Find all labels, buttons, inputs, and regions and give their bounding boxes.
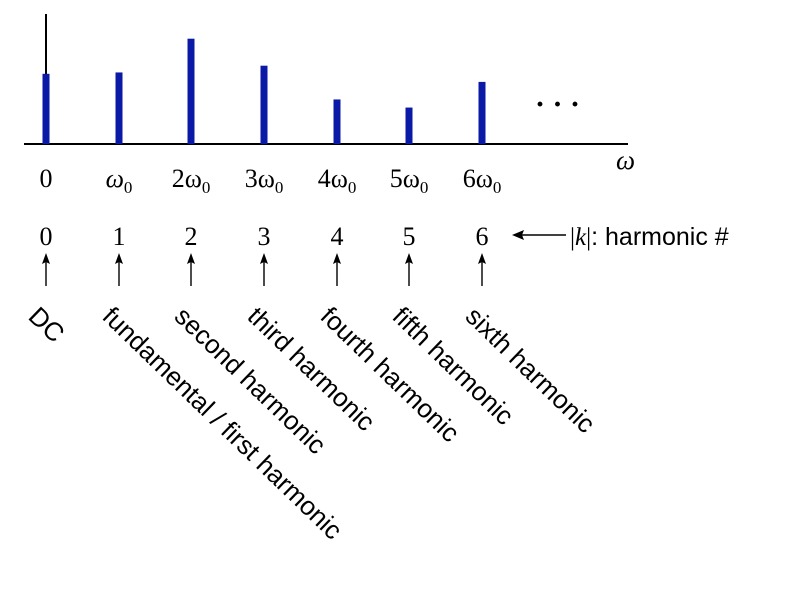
continuation-dots: · · · xyxy=(535,88,580,121)
harmonic-numbers: 0 1 2 3 4 5 6 xyxy=(40,222,489,251)
spectrum-bar xyxy=(115,72,123,144)
up-arrow-head xyxy=(333,253,341,264)
harmonic-number: 4 xyxy=(331,222,344,251)
harmonic-name-third: third harmonic xyxy=(242,301,381,437)
up-arrow-head xyxy=(115,253,123,264)
harmonic-number: 2 xyxy=(185,222,198,251)
freq-tick-label: 2ω0 xyxy=(172,164,211,197)
harmonic-name-sixth: sixth harmonic xyxy=(460,301,601,439)
harmonic-names: DC fundamental / first harmonic second h… xyxy=(23,301,601,545)
spectrum-bar xyxy=(405,107,413,144)
harmonic-number: 1 xyxy=(113,222,126,251)
harmonic-index-label: |k|: harmonic # xyxy=(570,223,729,251)
up-arrow-head xyxy=(478,253,486,264)
up-arrow-head xyxy=(405,253,413,264)
freq-tick-label: 4ω0 xyxy=(318,164,357,197)
up-arrows xyxy=(42,253,486,286)
harmonic-name-dc: DC xyxy=(23,301,71,349)
spectrum-bars xyxy=(42,38,486,145)
spectrum-bar xyxy=(260,65,268,144)
frequency-tick-labels: 0 ω0 2ω0 3ω0 4ω0 5ω0 6ω0 xyxy=(40,164,502,197)
harmonic-number: 5 xyxy=(403,222,416,251)
harmonic-number: 6 xyxy=(476,222,489,251)
up-arrow-head xyxy=(260,253,268,264)
up-arrow-head xyxy=(42,253,50,264)
freq-tick-label: 0 xyxy=(40,164,53,193)
harmonic-number: 0 xyxy=(40,222,53,251)
freq-tick-label: 3ω0 xyxy=(245,164,284,197)
freq-tick-label: 5ω0 xyxy=(390,164,429,197)
spectrum-bar xyxy=(478,81,486,144)
spectrum-bar xyxy=(187,38,195,145)
harmonic-number: 3 xyxy=(258,222,271,251)
freq-tick-label: 6ω0 xyxy=(463,164,502,197)
omega-axis-label: ω xyxy=(616,145,635,175)
spectrum-bar xyxy=(42,73,50,144)
spectrum-bar xyxy=(333,99,341,144)
freq-tick-label: ω0 xyxy=(106,164,133,197)
up-arrow-head xyxy=(187,253,195,264)
harmonic-label-arrowhead xyxy=(512,230,524,240)
